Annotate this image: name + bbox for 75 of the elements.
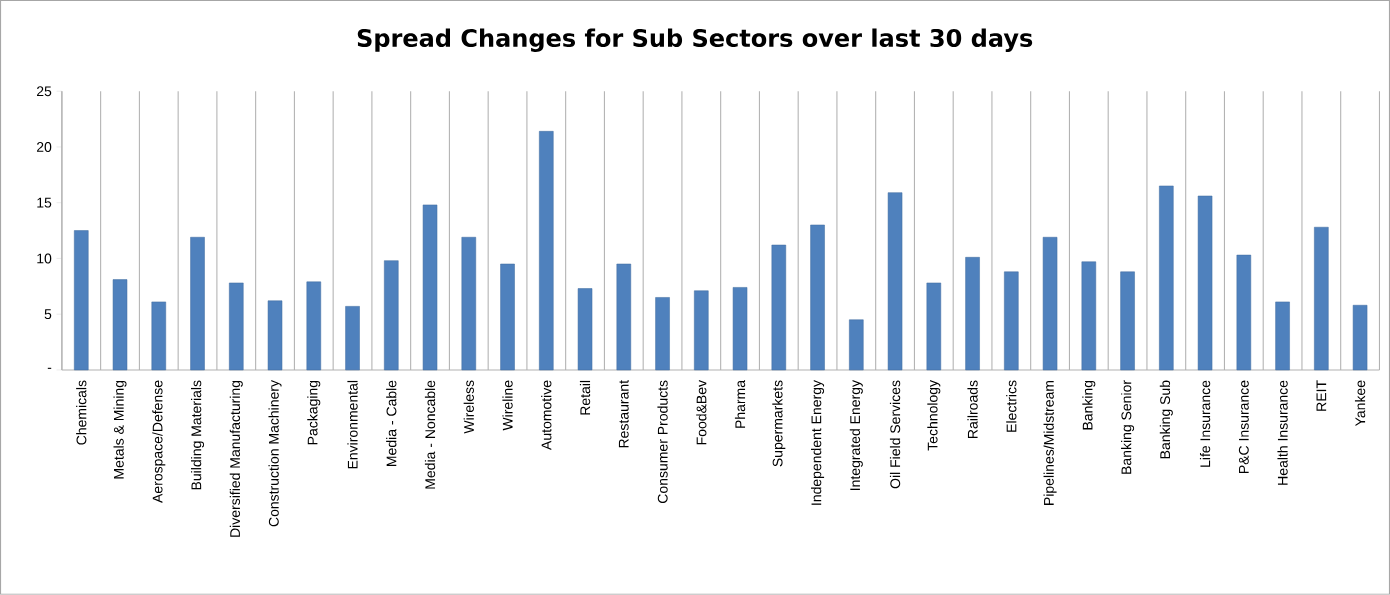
x-tick-label: Diversified Manufacturing <box>229 380 243 537</box>
x-tick-label: Chemicals <box>76 380 87 445</box>
bar <box>345 306 360 371</box>
x-tick-label: Railroads <box>967 380 978 439</box>
y-tick-label: 10 <box>37 253 52 264</box>
bar <box>771 244 787 371</box>
x-tick-label: Wireless <box>463 380 474 434</box>
bar <box>810 224 825 371</box>
bar <box>1275 301 1290 371</box>
x-tick-label: Automotive <box>541 380 552 451</box>
bar <box>306 281 322 371</box>
x-tick-label: Aerospace/Defense <box>152 380 166 504</box>
chart-title: Spread Changes for Sub Sectors over last 30 days <box>357 28 1033 52</box>
x-tick-label: Restaurant <box>618 380 629 448</box>
x-tick-label: Health Insurance <box>1277 380 1288 485</box>
bar <box>112 279 128 371</box>
x-tick-label: Pipelines/Midstream <box>1043 381 1057 505</box>
x-tick-label: Oil Field Services <box>889 380 901 489</box>
x-tick-label: Environmental <box>347 381 358 469</box>
bar <box>849 319 864 371</box>
x-tick-label: Retail <box>579 380 591 415</box>
bar <box>539 131 554 371</box>
y-tick-label: 15 <box>37 197 52 208</box>
y-tick-label: - <box>47 367 52 369</box>
x-tick-label: Electrics <box>1006 380 1017 432</box>
bar <box>1236 254 1252 371</box>
bar <box>1042 237 1058 371</box>
x-tick-label: Technology <box>927 380 941 451</box>
y-tick-label: 5 <box>44 309 52 320</box>
bar <box>926 282 942 371</box>
bar <box>1314 227 1329 371</box>
x-tick-label: Life Insurance <box>1199 380 1211 467</box>
bar <box>1004 271 1019 371</box>
bar <box>74 230 89 371</box>
bar <box>1081 261 1097 371</box>
x-tick-label: REIT <box>1316 380 1327 411</box>
bar <box>1352 305 1368 371</box>
x-tick-label: Supermarkets <box>772 380 786 467</box>
x-tick-label: Food&Bev <box>696 380 707 445</box>
bar <box>384 260 399 371</box>
bar <box>422 204 438 371</box>
x-tick-label: Media - Noncable <box>424 380 436 489</box>
x-tick-label: Metals & Mining <box>113 380 127 479</box>
x-tick-label: Packaging <box>307 380 321 445</box>
x-tick-label: P&C Insurance <box>1238 380 1249 474</box>
bar <box>190 237 205 371</box>
bar <box>616 263 632 371</box>
x-tick-label: Pharma <box>734 380 746 428</box>
x-tick-label: Building Materials <box>191 380 205 490</box>
bar <box>461 237 477 371</box>
bar <box>1197 195 1213 371</box>
bar <box>151 301 167 371</box>
x-tick-label: Banking Senior <box>1121 380 1135 474</box>
x-tick-label: Consumer Products <box>657 380 668 504</box>
bar <box>965 257 980 371</box>
bar <box>694 290 709 371</box>
x-tick-label: Wireline <box>502 380 513 431</box>
y-tick-label: 20 <box>36 142 52 152</box>
bar <box>267 300 283 371</box>
bar <box>1120 271 1135 371</box>
x-tick-label: Yankee <box>1354 380 1366 427</box>
bar <box>577 288 593 371</box>
x-tick-label: Banking <box>1082 380 1096 430</box>
x-tick-label: Construction Machinery <box>268 380 282 527</box>
x-tick-label: Media - Cable <box>386 380 397 467</box>
bar <box>887 192 903 371</box>
bar <box>500 263 515 371</box>
x-tick-label: Independent Energy <box>811 380 825 505</box>
x-tick-label: Integrated Energy <box>849 380 863 491</box>
bar <box>229 282 244 371</box>
bar <box>1159 185 1174 371</box>
x-tick-label: Banking Sub <box>1159 380 1173 459</box>
bar <box>655 297 670 371</box>
bar <box>732 287 748 371</box>
y-tick-label: 25 <box>36 86 52 97</box>
